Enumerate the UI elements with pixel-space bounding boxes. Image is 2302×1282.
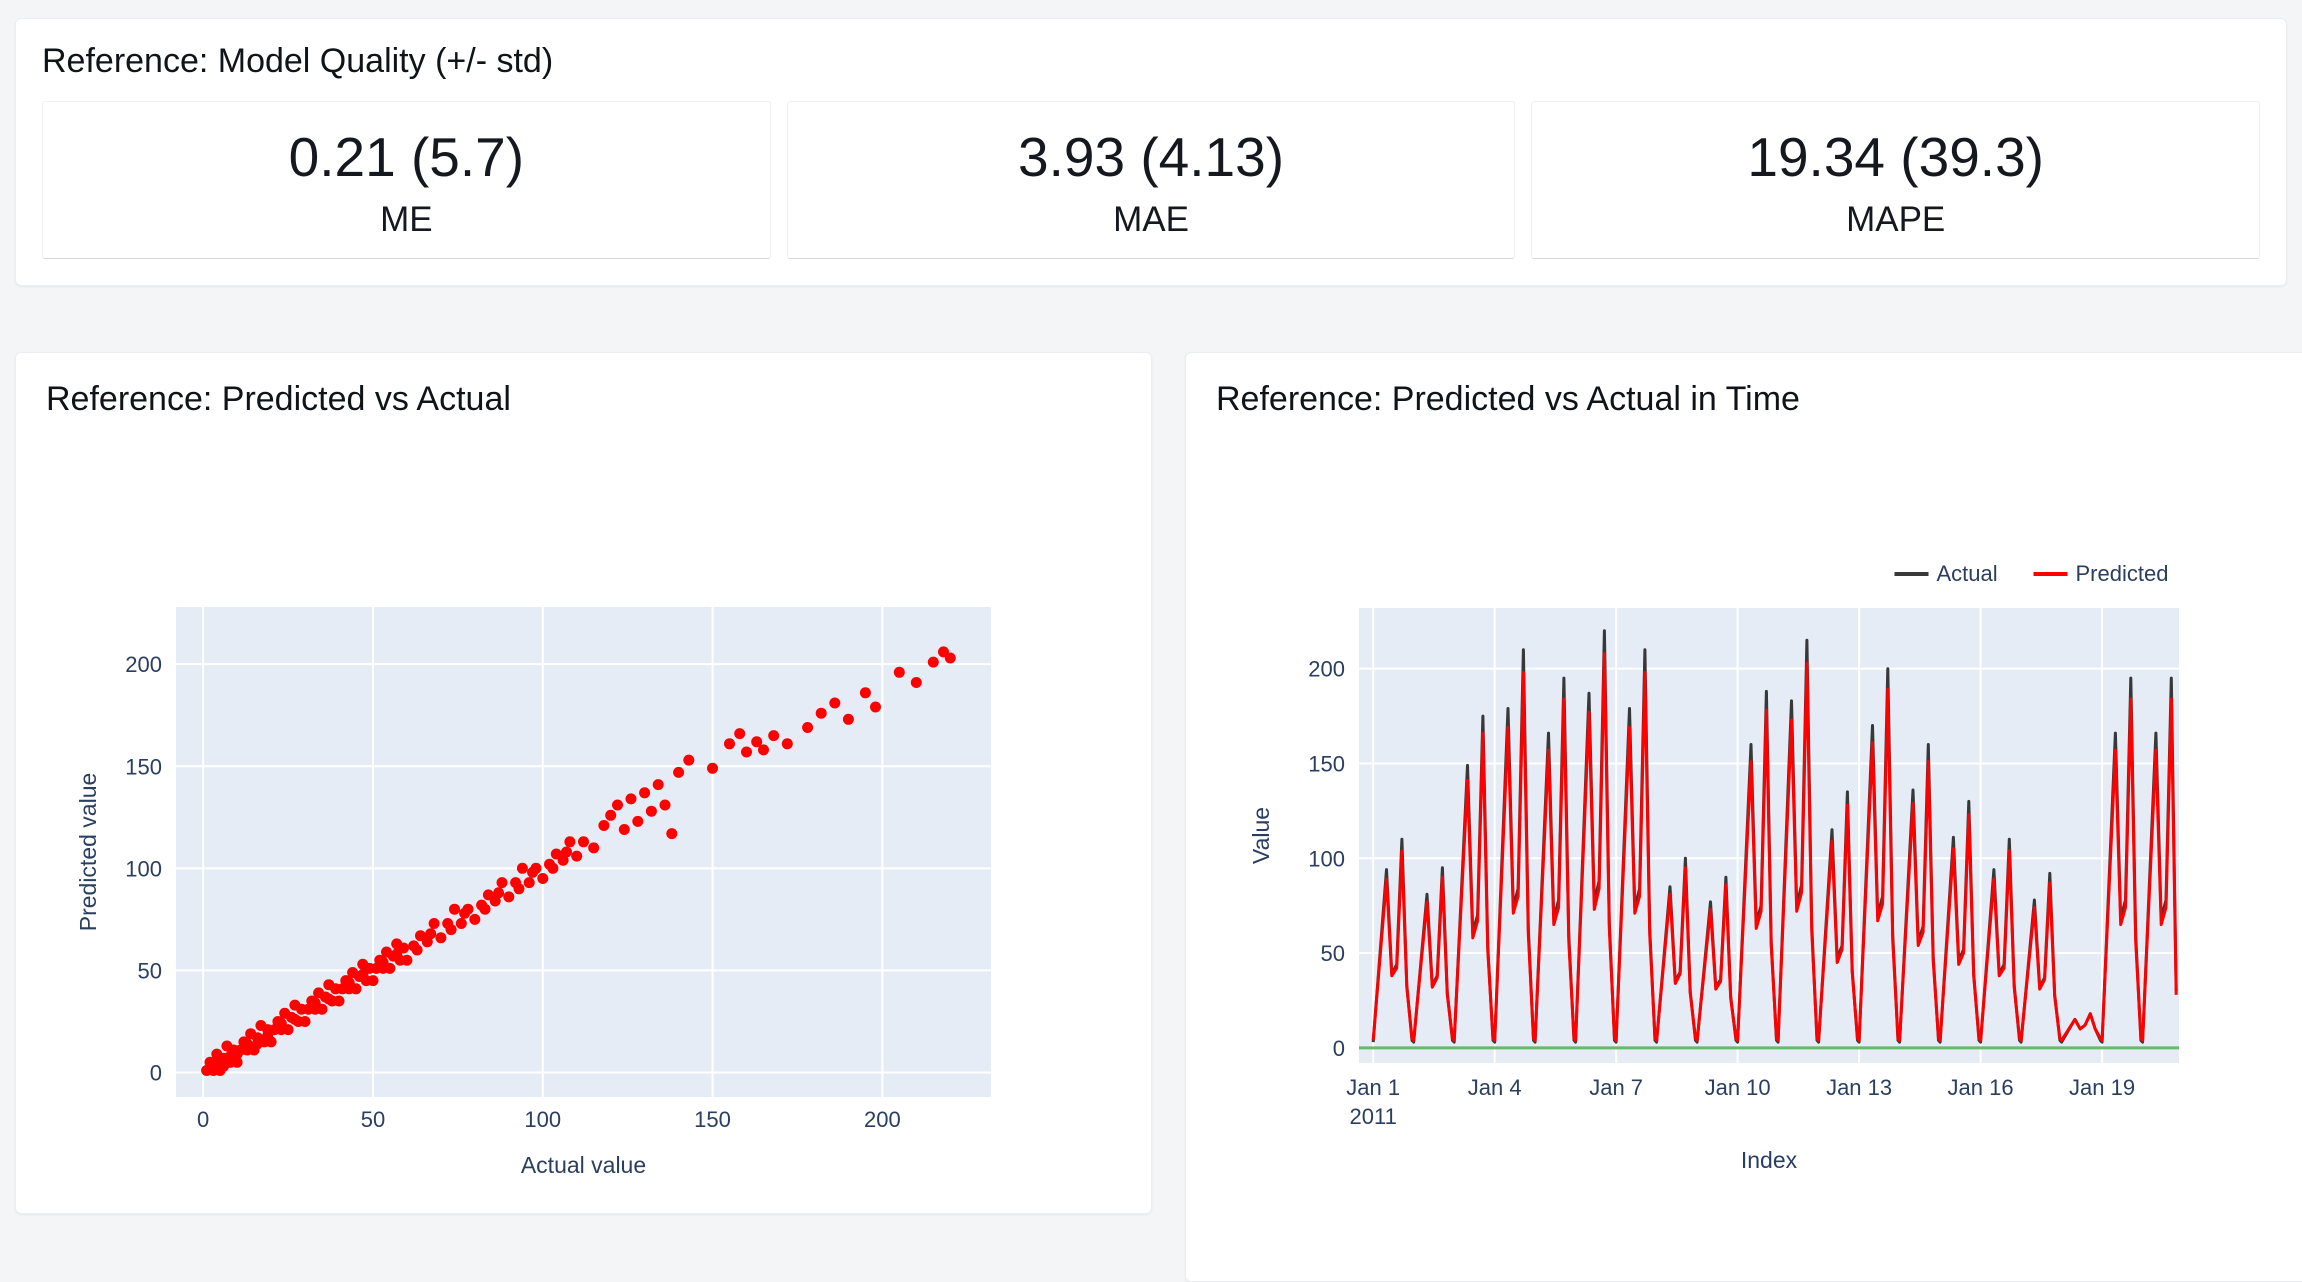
predicted-vs-actual-in-time-title: Reference: Predicted vs Actual in Time: [1216, 380, 1800, 418]
svg-text:Jan 10: Jan 10: [1705, 1075, 1771, 1100]
metric-value: 19.34 (39.3): [1747, 126, 2044, 188]
svg-text:100: 100: [524, 1107, 561, 1132]
svg-text:100: 100: [125, 856, 162, 881]
model-quality-card: Reference: Model Quality (+/- std) 0.21 …: [15, 18, 2287, 286]
svg-text:200: 200: [1308, 657, 1345, 682]
svg-text:200: 200: [125, 652, 162, 677]
svg-text:Predicted: Predicted: [2076, 561, 2169, 586]
metric-label: MAPE: [1846, 200, 1946, 239]
charts-row: Reference: Predicted vs Actual 0 50 100 150…: [15, 352, 2302, 1282]
svg-text:Predicted value: Predicted value: [75, 773, 101, 932]
metric-value: 0.21 (5.7): [288, 126, 525, 188]
svg-text:0: 0: [1333, 1036, 1345, 1061]
svg-text:150: 150: [125, 754, 162, 779]
svg-text:Index: Index: [1741, 1147, 1798, 1173]
svg-text:0: 0: [197, 1107, 209, 1132]
metric-tile-mae: 3.93 (4.13) MAE: [786, 101, 1516, 259]
metric-tile-mape: 19.34 (39.3) MAPE: [1531, 101, 2261, 259]
metric-label: MAE: [1113, 200, 1189, 239]
svg-text:Jan 1: Jan 1: [1346, 1075, 1400, 1100]
svg-text:200: 200: [864, 1107, 901, 1132]
scatter-chart[interactable]: 0 50 100 150 200 0 50 100 150 200 Actual value Pred…: [66, 599, 1121, 1189]
svg-text:Jan 13: Jan 13: [1826, 1075, 1892, 1100]
svg-text:Jan 16: Jan 16: [1948, 1075, 2014, 1100]
svg-text:Jan 19: Jan 19: [2069, 1075, 2135, 1100]
metric-tile-me: 0.21 (5.7) ME: [42, 101, 771, 259]
svg-text:50: 50: [138, 958, 162, 983]
svg-text:0: 0: [150, 1061, 162, 1086]
svg-text:Actual: Actual: [1937, 561, 1998, 586]
svg-text:50: 50: [1321, 941, 1345, 966]
svg-text:150: 150: [1308, 751, 1345, 776]
svg-text:2011: 2011: [1350, 1104, 1397, 1129]
svg-text:100: 100: [1308, 846, 1345, 871]
metrics-row: 0.21 (5.7) ME 3.93 (4.13) MAE 19.34 (39.…: [42, 101, 2261, 259]
svg-text:Value: Value: [1248, 807, 1274, 864]
svg-text:Jan 7: Jan 7: [1589, 1075, 1643, 1100]
metric-value: 3.93 (4.13): [1018, 126, 1285, 188]
svg-text:50: 50: [361, 1107, 385, 1132]
predicted-vs-actual-in-time-card: Reference: Predicted vs Actual in Time J…: [1185, 352, 2302, 1282]
metric-label: ME: [380, 200, 433, 239]
predicted-vs-actual-card: Reference: Predicted vs Actual 0 50 100 150…: [15, 352, 1152, 1214]
predicted-vs-actual-title: Reference: Predicted vs Actual: [46, 380, 511, 418]
model-quality-title: Reference: Model Quality (+/- std): [42, 42, 554, 80]
svg-text:Jan 4: Jan 4: [1468, 1075, 1522, 1100]
svg-text:Actual value: Actual value: [521, 1152, 646, 1178]
svg-text:150: 150: [694, 1107, 731, 1132]
timeseries-chart[interactable]: Jan 1 2011 Jan 4 Jan 7 Jan 10 Jan 13 Jan 16 Jan…: [1229, 548, 2302, 1193]
